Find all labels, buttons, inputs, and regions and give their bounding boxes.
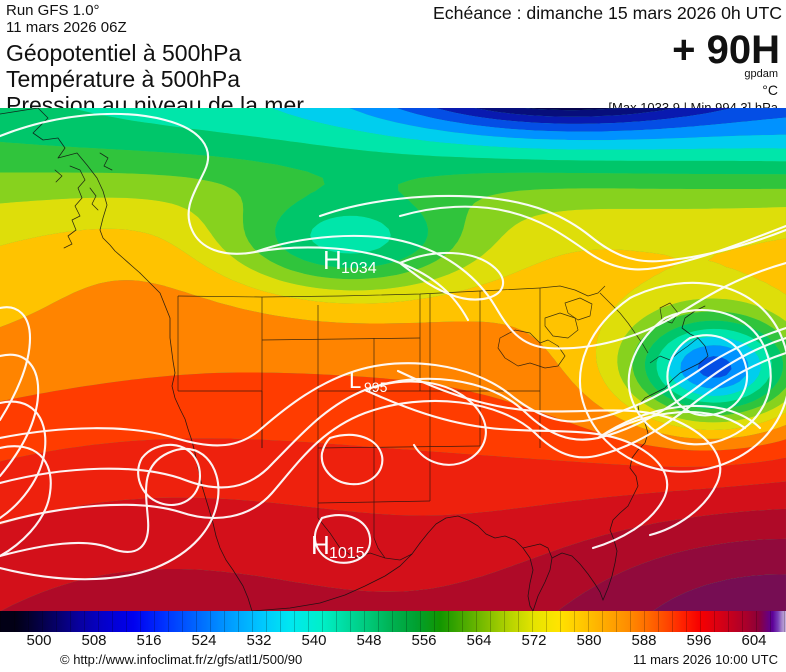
svg-text:995: 995 xyxy=(364,379,388,395)
svg-text:L: L xyxy=(349,368,361,393)
svg-text:1015: 1015 xyxy=(329,545,365,562)
svg-text:H: H xyxy=(323,245,342,275)
svg-text:H: H xyxy=(311,530,330,560)
svg-text:1034: 1034 xyxy=(341,260,377,277)
